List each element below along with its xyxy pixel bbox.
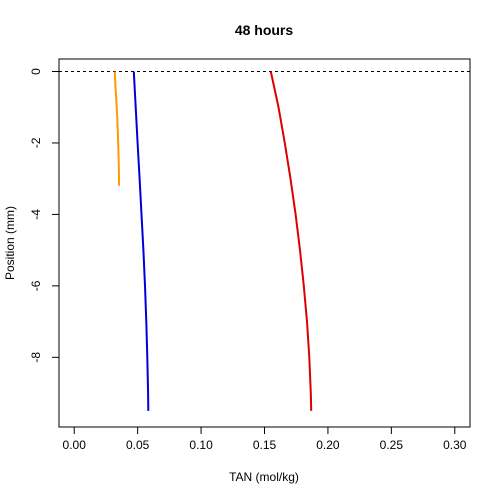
- y-axis-label: Position (mm): [3, 206, 17, 280]
- x-tick-label: 0.30: [443, 438, 467, 452]
- x-axis: 0.00 0.05 0.10 0.15 0.20 0.25 0.30: [63, 426, 467, 452]
- y-axis: 0 -2 -4 -6 -8: [29, 68, 60, 363]
- chart-title: 48 hours: [235, 22, 294, 38]
- x-tick-label: 0.25: [380, 438, 404, 452]
- y-tick-label: -2: [29, 137, 43, 148]
- y-tick-label: 0: [29, 68, 43, 75]
- x-tick-label: 0.20: [316, 438, 340, 452]
- series-line-3: [269, 71, 313, 411]
- x-axis-label: TAN (mol/kg): [229, 470, 299, 484]
- y-tick-label: -8: [29, 352, 43, 363]
- series-layer: [59, 71, 470, 411]
- x-tick-label: 0.15: [253, 438, 277, 452]
- x-tick-label: 0.10: [189, 438, 213, 452]
- series-line-2: [132, 71, 150, 411]
- y-tick-label: -6: [29, 280, 43, 291]
- y-tick-label: -4: [29, 209, 43, 220]
- series-line-1: [113, 71, 120, 186]
- x-tick-label: 0.05: [126, 438, 150, 452]
- plot-frame: [58, 58, 471, 428]
- x-tick-label: 0.00: [63, 438, 87, 452]
